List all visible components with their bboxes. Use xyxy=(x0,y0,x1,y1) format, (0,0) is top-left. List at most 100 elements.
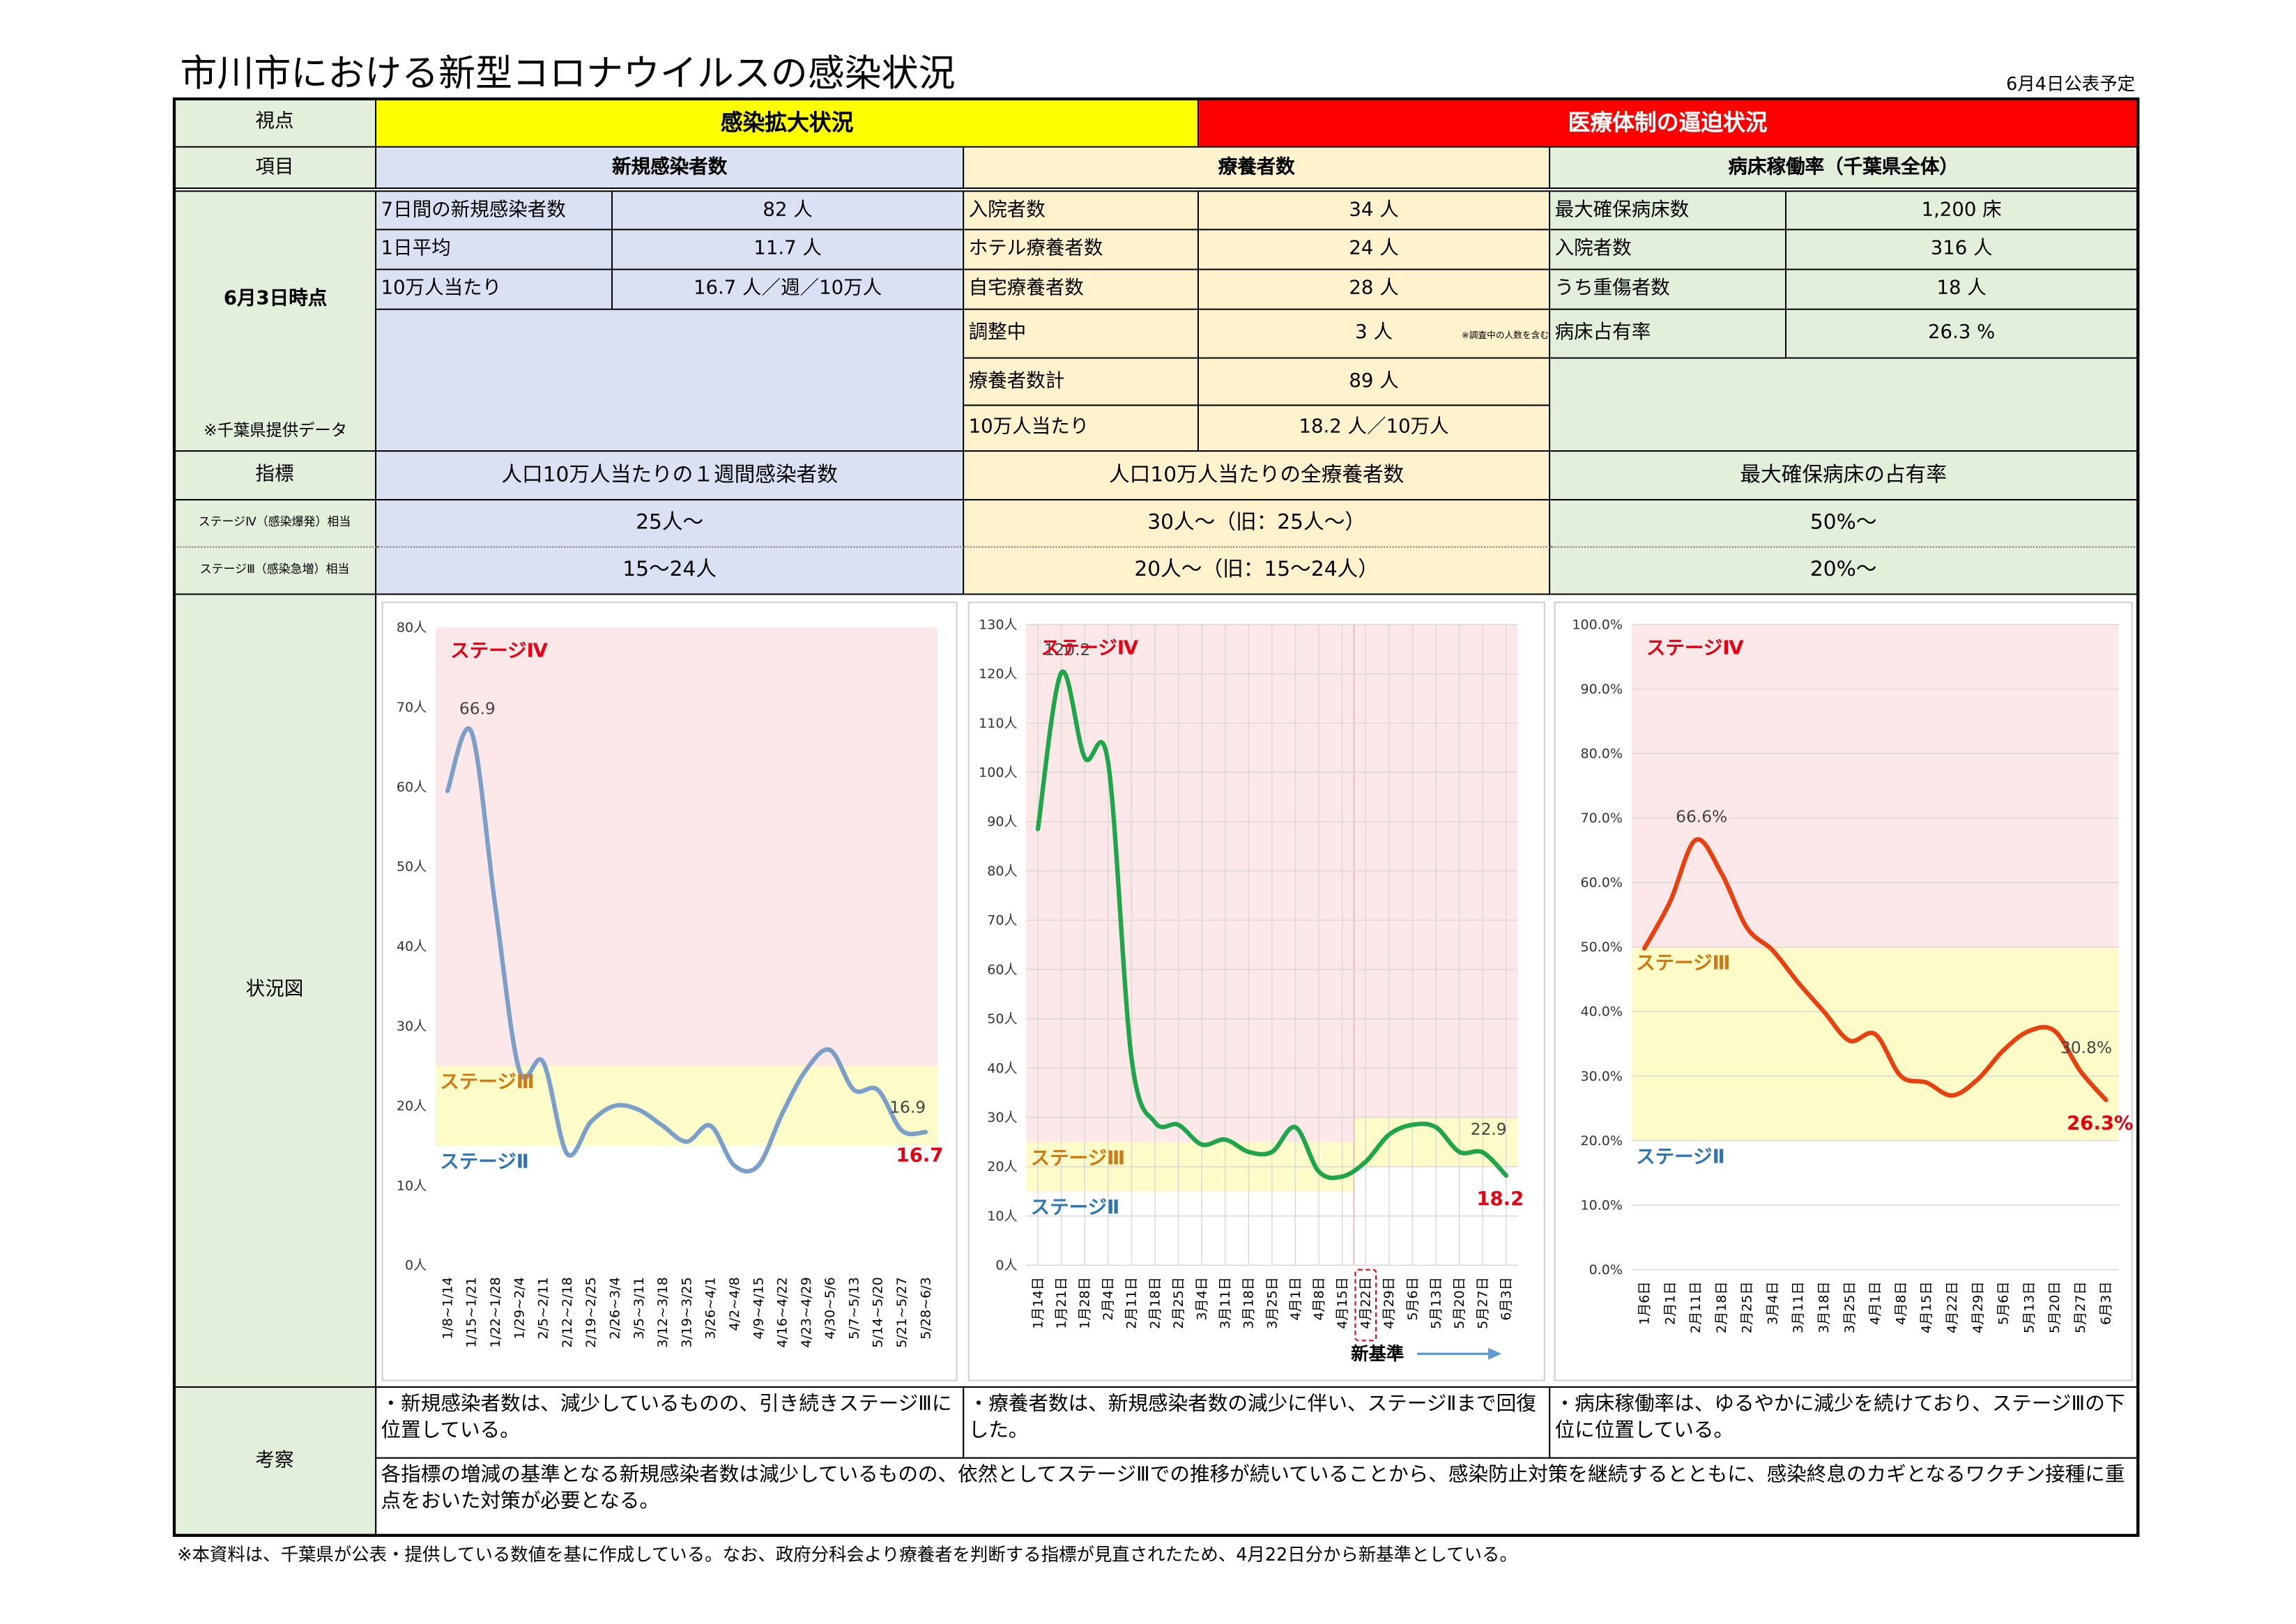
y-tick-label: 120人 xyxy=(979,666,1017,682)
status-value: 18.2 人／10万人 xyxy=(1199,406,1551,452)
x-tick-label: 2/26~3/4 xyxy=(607,1277,622,1339)
status-label: 10万人当たり xyxy=(964,406,1200,452)
x-tick-label: 4月1日 xyxy=(1868,1282,1883,1325)
y-tick-label: 0人 xyxy=(405,1258,427,1273)
publish-note: 6月4日公表予定 xyxy=(2006,72,2136,94)
label-cell: 状況図 xyxy=(174,595,377,1388)
y-tick-label: 40人 xyxy=(397,939,427,954)
x-tick-label: 1月21日 xyxy=(1054,1277,1069,1328)
x-tick-label: 1月6日 xyxy=(1637,1282,1652,1325)
header-medical: 医療体制の逼迫状況 xyxy=(1199,98,2138,148)
x-tick-label: 2月11日 xyxy=(1124,1277,1140,1328)
x-tick-label: 3月25日 xyxy=(1842,1282,1858,1333)
status-value: 11.7 人 xyxy=(613,230,965,270)
stage-band xyxy=(1631,947,2119,1141)
y-tick-label: 100人 xyxy=(979,765,1017,780)
x-tick-label: 2月4日 xyxy=(1101,1277,1116,1320)
x-tick-label: 4/2~4/8 xyxy=(727,1277,742,1331)
status-value: 16.7 人／週／10万人 xyxy=(613,270,965,310)
label-cell: ステージⅣ（感染爆発）相当 xyxy=(174,500,377,548)
x-tick-label: 6月3日 xyxy=(2099,1282,2114,1325)
x-tick-label: 5月20日 xyxy=(1452,1277,1467,1328)
x-tick-label: 3月4日 xyxy=(1194,1277,1209,1320)
y-tick-label: 70人 xyxy=(397,700,427,715)
x-tick-label: 2月25日 xyxy=(1740,1282,1755,1333)
status-label: 最大確保病床数 xyxy=(1550,192,1787,231)
y-tick-label: 20人 xyxy=(987,1159,1017,1174)
stage-label: ステージⅡ xyxy=(1031,1196,1120,1218)
y-tick-label: 50.0% xyxy=(1580,940,1623,955)
y-tick-label: 40.0% xyxy=(1580,1004,1623,1020)
x-tick-label: 5月6日 xyxy=(1405,1277,1421,1320)
y-tick-label: 30人 xyxy=(987,1110,1017,1126)
status-label: 7日間の新規感染者数 xyxy=(376,192,613,231)
data-label: 66.6% xyxy=(1676,808,1727,827)
stage-label: ステージⅢ xyxy=(1031,1147,1126,1169)
y-tick-label: 80.0% xyxy=(1580,746,1623,761)
status-empty xyxy=(376,309,965,452)
x-tick-label: 5/28~6/3 xyxy=(918,1277,933,1339)
y-tick-label: 100.0% xyxy=(1572,617,1623,632)
x-tick-label: 4/16~4/22 xyxy=(775,1277,790,1348)
status-value: 89 人 xyxy=(1199,358,1551,406)
x-tick-label: 3/5~3/11 xyxy=(632,1277,647,1339)
status-value: 18 人 xyxy=(1786,270,2138,310)
x-tick-label: 3月11日 xyxy=(1791,1282,1806,1333)
y-tick-label: 20.0% xyxy=(1580,1133,1623,1149)
x-tick-label: 2月11日 xyxy=(1688,1282,1704,1333)
data-label: 66.9 xyxy=(459,700,496,719)
stage-band xyxy=(435,627,938,1066)
indicator-cell: 30人～（旧：25人～） xyxy=(964,500,1551,548)
indicator-cell: 人口10万人当たりの全療養者数 xyxy=(964,452,1551,501)
status-value: 1,200 床 xyxy=(1786,192,2138,231)
x-tick-label: 4月8日 xyxy=(1893,1282,1908,1325)
y-tick-label: 60人 xyxy=(397,779,427,795)
x-tick-label: 4/9~4/15 xyxy=(751,1277,766,1339)
x-tick-label: 2/19~2/25 xyxy=(583,1277,599,1348)
status-value: 24 人 xyxy=(1199,230,1551,270)
stage-label: ステージⅢ xyxy=(1636,952,1731,974)
x-tick-label: 3/19~3/25 xyxy=(679,1277,694,1348)
x-tick-label: 3/12~3/18 xyxy=(655,1277,671,1348)
y-tick-label: 30人 xyxy=(397,1019,427,1034)
item-header: 新規感染者数 xyxy=(376,147,965,190)
status-label: 10万人当たり xyxy=(376,270,613,310)
indicator-cell: 人口10万人当たりの１週間感染者数 xyxy=(376,452,965,501)
x-tick-label: 1月28日 xyxy=(1078,1277,1093,1328)
y-tick-label: 20人 xyxy=(397,1098,427,1114)
discussion-cell: ・療養者数は、新規感染者数の減少に伴い、ステージⅡまで回復した。 xyxy=(964,1388,1551,1459)
y-tick-label: 0.0% xyxy=(1589,1262,1623,1278)
x-tick-label: 1/29~2/4 xyxy=(512,1277,527,1339)
x-tick-label: 3月25日 xyxy=(1264,1277,1280,1328)
highlight-box xyxy=(1354,1269,1377,1342)
x-tick-label: 4/30~5/6 xyxy=(822,1277,838,1339)
y-tick-label: 10.0% xyxy=(1580,1197,1623,1213)
y-tick-label: 50人 xyxy=(987,1011,1017,1027)
y-tick-label: 70人 xyxy=(987,913,1017,928)
x-tick-label: 5月6日 xyxy=(1996,1282,2012,1325)
y-tick-label: 40人 xyxy=(987,1061,1017,1076)
y-tick-label: 60.0% xyxy=(1580,875,1623,891)
x-tick-label: 5月27日 xyxy=(1476,1277,1491,1328)
y-tick-label: 80人 xyxy=(987,864,1017,879)
y-tick-label: 90人 xyxy=(987,814,1017,829)
indicator-cell: 15～24人 xyxy=(376,547,965,595)
header-spread: 感染拡大状況 xyxy=(376,98,1200,148)
stage-label: ステージⅣ xyxy=(450,640,549,662)
y-tick-label: 60人 xyxy=(987,962,1017,977)
x-tick-label: 4月29日 xyxy=(1970,1282,1986,1333)
x-tick-label: 2月25日 xyxy=(1171,1277,1186,1328)
page-title: 市川市における新型コロナウイルスの感染状況 xyxy=(180,52,956,95)
status-label: 1日平均 xyxy=(376,230,613,270)
x-tick-label: 3月4日 xyxy=(1765,1282,1780,1325)
label-cell: 項目 xyxy=(174,147,377,190)
item-header: 療養者数 xyxy=(964,147,1551,190)
y-tick-label: 10人 xyxy=(397,1178,427,1193)
y-tick-label: 70.0% xyxy=(1580,811,1623,826)
data-label: 120.2 xyxy=(1044,641,1091,659)
stage-band xyxy=(1631,624,2119,947)
x-tick-label: 1月14日 xyxy=(1030,1277,1046,1328)
status-label: 病床占有率 xyxy=(1550,309,1787,359)
